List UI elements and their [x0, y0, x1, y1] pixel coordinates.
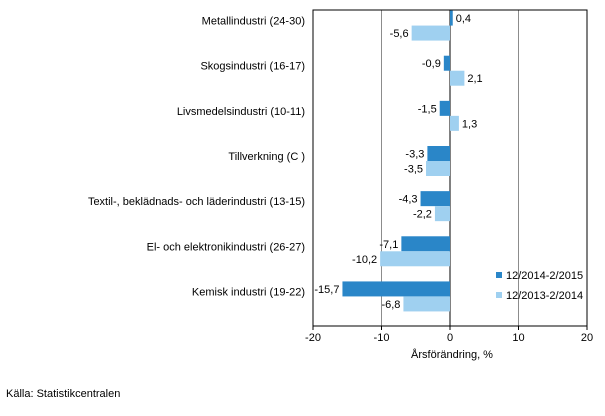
bar-s1-1	[443, 55, 450, 71]
source-note: Källa: Statistikcentralen	[6, 388, 121, 400]
category-label-6: Kemisk industri (19-22)	[192, 286, 305, 298]
bar-s2-1	[450, 70, 465, 86]
x-tick-label-1: -10	[374, 332, 390, 344]
bar-s1-5	[401, 236, 450, 252]
value-label-s2-0: -5,6	[390, 28, 409, 40]
bar-s1-4	[420, 191, 450, 207]
value-label-s2-4: -2,2	[413, 209, 432, 221]
value-label-s2-3: -3,5	[404, 164, 423, 176]
value-label-s1-3: -3,3	[405, 149, 424, 161]
x-tick-label-3: 10	[512, 332, 524, 344]
legend: 12/2014-2/2015 12/2013-2/2014	[496, 270, 583, 302]
category-label-2: Livsmedelsindustri (10-11)	[177, 106, 305, 118]
bar-s2-3	[426, 161, 450, 176]
value-label-s2-6: -6,8	[381, 299, 400, 311]
category-label-0: Metallindustri (24-30)	[202, 16, 305, 28]
category-label-4: Textil-, beklädnads- och läderindustri (…	[88, 196, 305, 208]
legend-label-2: 12/2013-2/2014	[506, 290, 583, 302]
value-label-s1-4: -4,3	[399, 194, 418, 206]
value-labels: 0,4 -5,6 -0,9 2,1 -1,5 1,3 -3,3 -3,5 -4,3 -2,2 -7,…	[314, 13, 482, 311]
x-axis: -20 -10 0 10 20	[305, 326, 593, 344]
bars	[342, 10, 465, 312]
bar-s1-6	[342, 281, 450, 297]
category-label-3: Tillverkning (C )	[228, 151, 305, 163]
value-label-s2-5: -10,2	[352, 254, 377, 266]
category-labels: Metallindustri (24-30) Skogsindustri (16-…	[88, 16, 305, 299]
bar-s1-0	[450, 10, 453, 26]
x-axis-label: Årsförändring, %	[411, 348, 493, 361]
bar-s2-5	[380, 251, 450, 267]
category-label-5: El- och elektronikindustri (26-27)	[147, 241, 305, 253]
value-label-s2-1: 2,1	[467, 73, 482, 85]
bar-s2-6	[403, 296, 450, 312]
bar-s2-2	[450, 115, 459, 131]
value-label-s1-6: -15,7	[314, 284, 339, 296]
bar-s1-2	[439, 100, 450, 116]
value-label-s1-5: -7,1	[379, 239, 398, 251]
value-label-s1-2: -1,5	[418, 103, 437, 115]
bar-s2-4	[434, 206, 450, 222]
category-label-1: Skogsindustri (16-17)	[200, 61, 305, 73]
legend-label-1: 12/2014-2/2015	[506, 270, 583, 282]
plot-frame	[312, 9, 588, 327]
legend-swatch-2	[496, 292, 502, 298]
x-tick-label-0: -20	[305, 332, 321, 344]
bar-s1-3	[427, 146, 450, 161]
x-tick-label-4: 20	[581, 332, 593, 344]
bar-s2-0	[411, 25, 450, 41]
legend-swatch-1	[496, 272, 502, 278]
value-label-s1-0: 0,4	[456, 13, 471, 25]
value-label-s2-2: 1,3	[462, 118, 477, 130]
value-label-s1-1: -0,9	[422, 58, 441, 70]
x-tick-label-2: 0	[447, 332, 453, 344]
